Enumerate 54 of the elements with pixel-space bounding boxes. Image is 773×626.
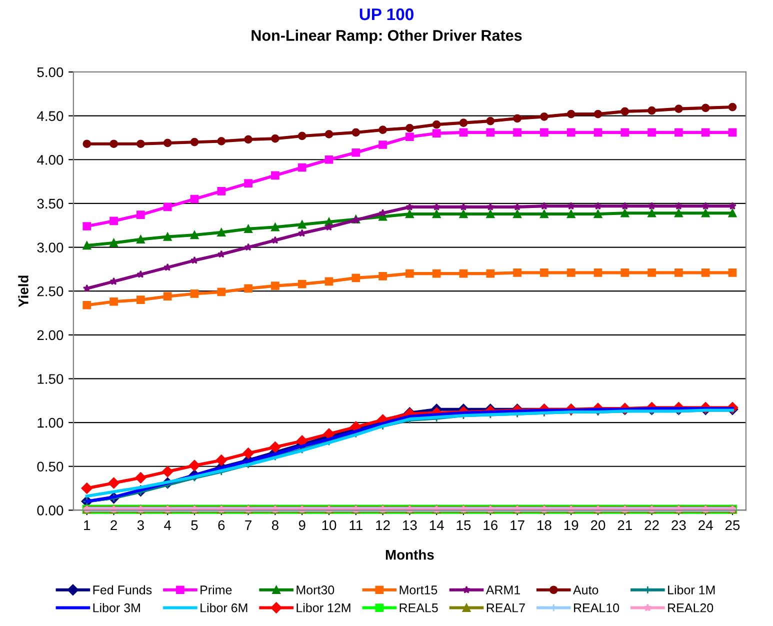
x-tick-label: 12 — [376, 520, 390, 530]
y-tick-label: 3.50 — [37, 198, 64, 209]
legend-label: REAL20 — [668, 603, 714, 612]
x-tick-label: 2 — [110, 520, 117, 530]
x-tick-label: 23 — [672, 520, 686, 530]
y-tick-label: 5.00 — [37, 67, 64, 78]
y-tick-label: 0.50 — [37, 462, 64, 472]
y-tick-label: 1.50 — [38, 374, 64, 384]
x-tick-label: 25 — [725, 520, 740, 530]
legend-label: REAL7 — [486, 604, 525, 612]
y-tick-label: 4.00 — [37, 154, 64, 165]
legend-label: Prime — [200, 585, 232, 594]
legend-label: Mort30 — [296, 586, 334, 594]
x-tick-label: 22 — [644, 520, 659, 530]
y-tick-label: 4.50 — [37, 111, 64, 121]
y-tick-label: 1.00 — [38, 418, 64, 428]
y-tick-label: 3.00 — [37, 242, 64, 252]
x-tick-label: 9 — [298, 520, 306, 530]
x-tick-label: 14 — [430, 520, 444, 530]
x-tick-label: 20 — [590, 520, 606, 530]
chart-subtitle: Non-Linear Ramp: Other Driver Rates — [252, 30, 522, 44]
x-tick-label: 24 — [698, 520, 713, 530]
x-tick-label: 13 — [403, 520, 417, 530]
x-tick-label: 15 — [456, 520, 471, 530]
legend-label: REAL5 — [400, 604, 438, 612]
y-axis-title: Yield — [18, 276, 28, 308]
x-tick-label: 16 — [484, 520, 498, 530]
x-tick-label: 6 — [218, 520, 225, 530]
x-tick-label: 21 — [618, 520, 632, 530]
legend-label: Auto — [573, 586, 598, 594]
x-tick-label: 3 — [137, 520, 144, 530]
chart-title: UP 100 — [360, 8, 414, 20]
x-tick-label: 7 — [245, 520, 252, 530]
x-tick-label: 1 — [84, 520, 90, 530]
legend-label: ARM1 — [486, 586, 520, 594]
x-tick-label: 10 — [322, 520, 336, 530]
x-axis-title: Months — [386, 550, 434, 560]
x-tick-label: 11 — [350, 520, 362, 530]
x-tick-label: 4 — [164, 520, 172, 530]
y-tick-label: 2.00 — [37, 330, 64, 340]
legend-label: Libor 3M — [93, 603, 140, 612]
y-tick-label: 2.50 — [37, 286, 64, 296]
x-tick-label: 5 — [191, 520, 198, 530]
legend-label: Libor 12M — [296, 603, 350, 612]
legend-label: Libor 1M — [668, 585, 715, 594]
legend-label: Mort15 — [400, 586, 438, 594]
x-tick-label: 18 — [538, 520, 552, 530]
x-tick-label: 8 — [272, 520, 278, 530]
x-tick-label: 17 — [510, 520, 524, 530]
y-tick-label: 0.00 — [37, 506, 64, 516]
legend-label: Fed Funds — [93, 585, 152, 594]
x-tick-label: 19 — [564, 520, 578, 530]
legend-label: REAL10 — [574, 603, 620, 612]
legend-label: Libor 6M — [200, 603, 248, 612]
